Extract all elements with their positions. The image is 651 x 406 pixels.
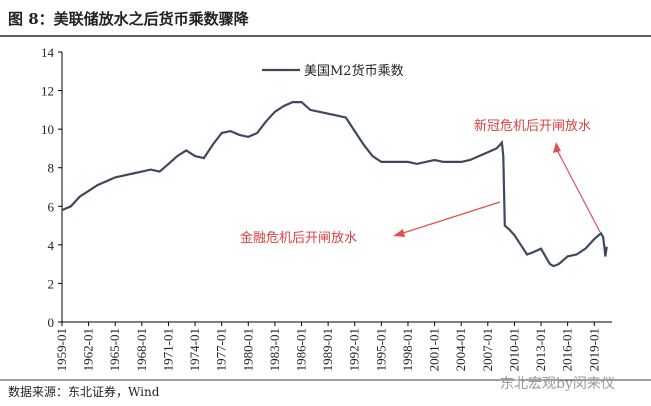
arrowhead bbox=[393, 229, 405, 237]
x-tick-label: 1971-01 bbox=[160, 328, 175, 371]
x-tick-label: 1986-01 bbox=[294, 328, 309, 371]
x-tick-label: 1980-01 bbox=[240, 328, 255, 371]
line bbox=[61, 101, 608, 268]
y-tick-label: 8 bbox=[48, 161, 55, 176]
x-tick-label: 1962-01 bbox=[81, 328, 96, 371]
annotation: 新冠危机后开闸放水 bbox=[474, 118, 591, 134]
legend-label: 美国M2货币乘数 bbox=[304, 63, 404, 79]
arrow bbox=[399, 201, 501, 235]
x-tick-label: 1989-01 bbox=[320, 328, 335, 371]
x-tick-label: 2001-01 bbox=[427, 328, 442, 371]
x-tick-label: 1977-01 bbox=[214, 328, 229, 371]
arrow bbox=[555, 147, 601, 233]
x-tick-label: 2004-01 bbox=[453, 328, 468, 371]
x-tick-label: 1998-01 bbox=[400, 328, 415, 371]
y-tick-label: 0 bbox=[48, 315, 55, 330]
y-tick-label: 6 bbox=[48, 199, 55, 214]
y-tick-label: 10 bbox=[41, 122, 54, 137]
source: 数据来源：东北证券，Wind bbox=[8, 384, 160, 399]
x-tick-label: 1968-01 bbox=[134, 328, 149, 371]
x-tick-label: 1992-01 bbox=[347, 328, 362, 371]
y-tick-label: 2 bbox=[48, 276, 55, 291]
x-tick-label: 1965-01 bbox=[107, 328, 122, 371]
watermark: 东北宏观by闵来仪 bbox=[500, 376, 615, 392]
x-tick-label: 2016-01 bbox=[560, 328, 575, 371]
x-tick-label: 1959-01 bbox=[54, 328, 69, 371]
x-tick-label: 2010-01 bbox=[506, 328, 521, 371]
annotation: 金融危机后开闸放水 bbox=[240, 230, 357, 246]
chart-title: 图 8：美联储放水之后货币乘数骤降 bbox=[8, 10, 250, 28]
y-tick-label: 12 bbox=[41, 84, 54, 99]
x-tick-label: 2013-01 bbox=[533, 328, 548, 371]
x-tick-label: 1974-01 bbox=[187, 328, 202, 371]
x-tick-label: 2019-01 bbox=[586, 328, 601, 371]
x-tick-label: 1983-01 bbox=[267, 328, 282, 371]
x-tick-label: 1995-01 bbox=[373, 328, 388, 371]
y-tick-label: 4 bbox=[48, 238, 55, 253]
y-tick-label: 14 bbox=[41, 45, 55, 60]
arrowhead bbox=[553, 142, 561, 153]
x-tick-label: 2007-01 bbox=[480, 328, 495, 371]
